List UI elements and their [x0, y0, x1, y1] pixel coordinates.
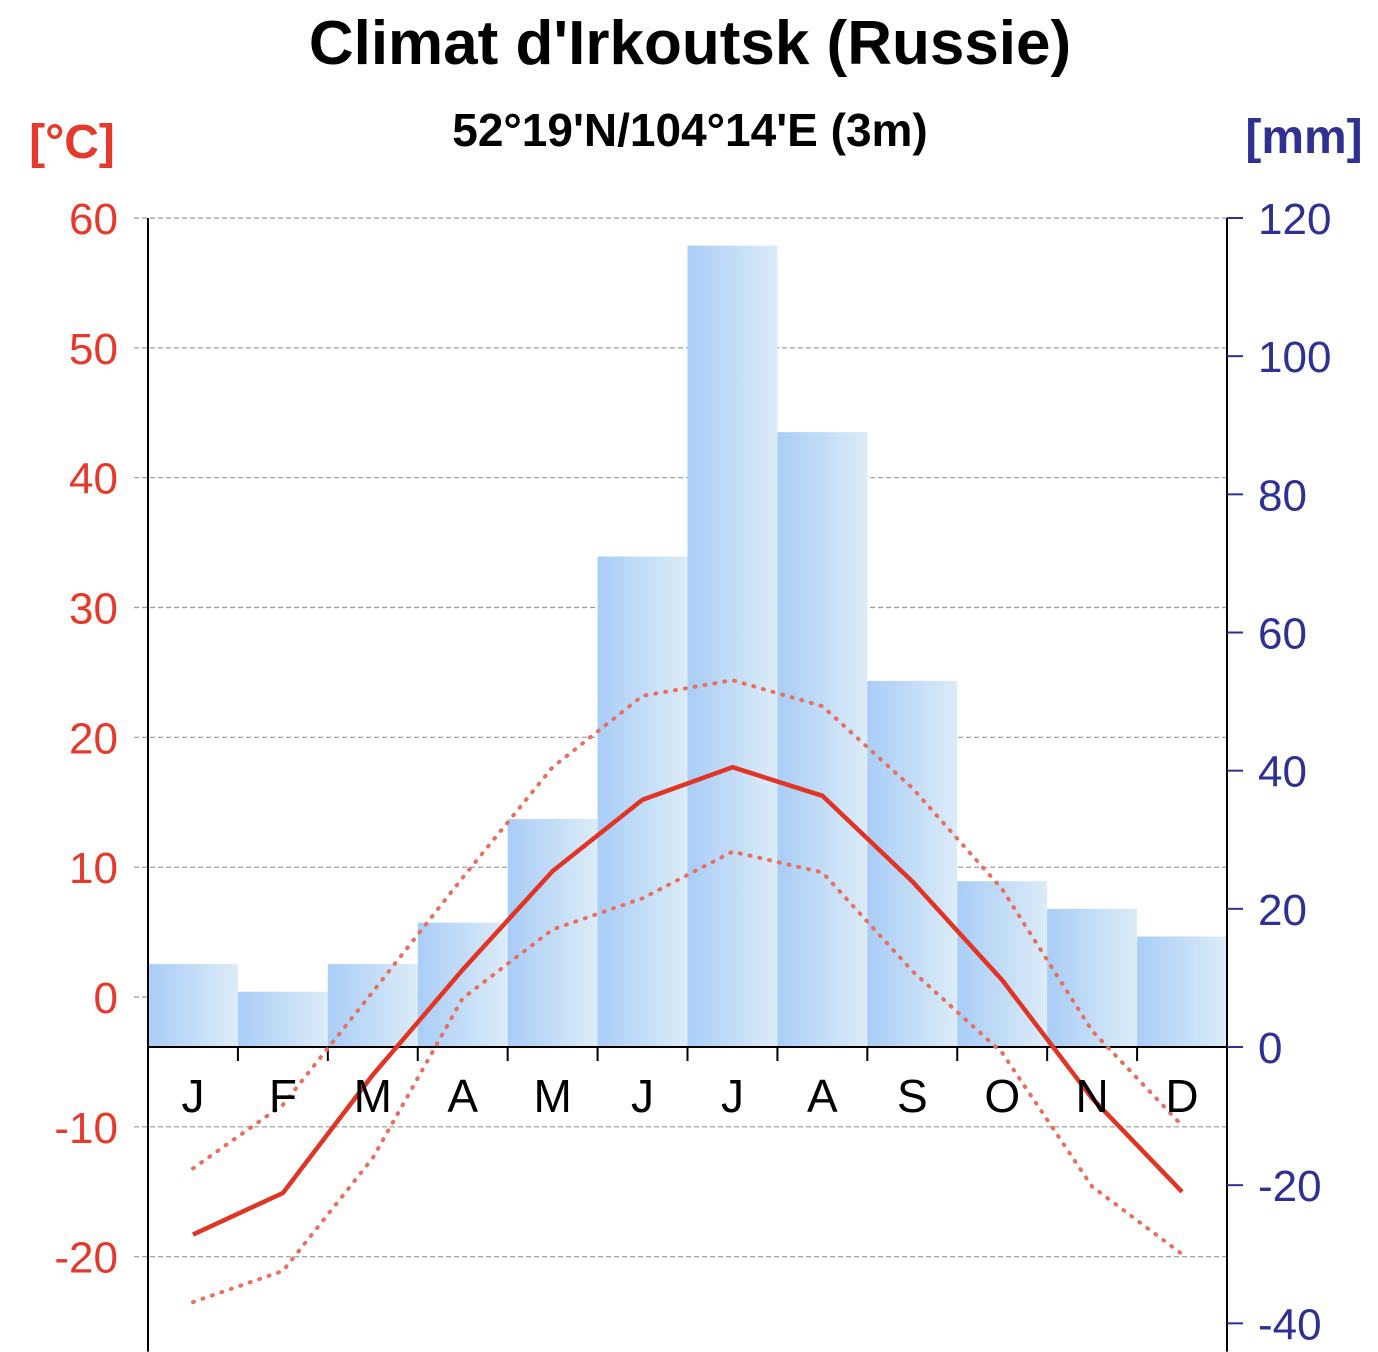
- chart-subtitle: 52°19'N/104°14'E (3m): [452, 104, 928, 156]
- temperature-lines: [191, 678, 1184, 1305]
- precip-bar: [507, 819, 598, 1047]
- precip-bar: [148, 964, 238, 1047]
- month-label: O: [984, 1070, 1020, 1122]
- chart-title: Climat d'Irkoutsk (Russie): [309, 9, 1071, 78]
- temp-mean-line: [192, 764, 1184, 1237]
- right-tick-label: 0: [1258, 1024, 1282, 1073]
- right-tick-label: -20: [1258, 1162, 1322, 1211]
- month-label: J: [721, 1070, 744, 1122]
- left-tick-label: -20: [54, 1234, 118, 1283]
- left-tick-label: 30: [69, 585, 118, 634]
- right-tick-label: 120: [1258, 195, 1331, 244]
- precip-bar: [417, 922, 508, 1047]
- precip-bar: [687, 245, 778, 1048]
- left-tick-label: 60: [69, 195, 118, 244]
- axis-labels: 6050403020100-10-20120100806040200-20-40…: [54, 195, 1331, 1349]
- month-label: S: [897, 1070, 928, 1122]
- month-label: M: [533, 1070, 571, 1122]
- month-label: M: [354, 1070, 392, 1122]
- right-tick-label: 20: [1258, 886, 1307, 935]
- temp-extreme-line: [191, 849, 1184, 1305]
- left-tick-label: 10: [69, 844, 118, 893]
- temp-extreme-line: [191, 678, 1184, 1171]
- month-label: A: [807, 1070, 838, 1122]
- left-tick-label: 50: [69, 325, 118, 374]
- left-tick-label: 0: [94, 974, 118, 1023]
- month-label: J: [181, 1070, 204, 1122]
- month-label: J: [631, 1070, 654, 1122]
- month-label: F: [269, 1070, 297, 1122]
- axes: [147, 217, 1243, 1352]
- precip-bar: [867, 680, 958, 1047]
- left-tick-label: -10: [54, 1104, 118, 1153]
- month-label: A: [447, 1070, 478, 1122]
- right-axis-unit: [mm]: [1245, 111, 1362, 164]
- right-tick-label: 40: [1258, 748, 1307, 797]
- right-tick-label: -40: [1258, 1300, 1322, 1349]
- right-tick-label: 80: [1258, 471, 1307, 520]
- right-tick-label: 100: [1258, 333, 1331, 382]
- precip-bar: [327, 964, 418, 1047]
- precip-bar: [1047, 908, 1138, 1047]
- precip-bar: [1137, 936, 1227, 1047]
- left-tick-label: 40: [69, 455, 118, 504]
- precip-bar: [777, 432, 868, 1047]
- month-label: D: [1165, 1070, 1198, 1122]
- precipitation-bars: [148, 245, 1227, 1048]
- right-tick-label: 60: [1258, 610, 1307, 659]
- month-label: N: [1076, 1070, 1109, 1122]
- left-tick-label: 20: [69, 714, 118, 763]
- left-axis-unit: [°C]: [29, 116, 115, 169]
- precip-bar: [237, 991, 328, 1047]
